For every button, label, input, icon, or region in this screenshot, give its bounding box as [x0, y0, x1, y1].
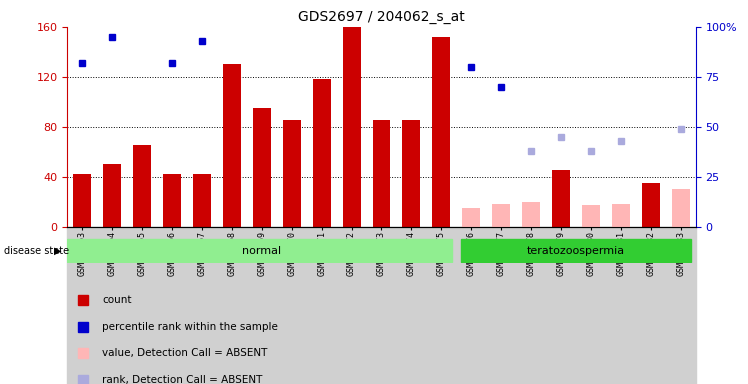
Bar	[133, 146, 151, 227]
Bar	[307, 227, 337, 384]
Bar	[636, 227, 666, 384]
Text: percentile rank within the sample: percentile rank within the sample	[102, 322, 278, 332]
Bar	[576, 227, 606, 384]
Bar	[396, 227, 426, 384]
Bar	[461, 239, 691, 262]
Bar	[103, 164, 121, 227]
Bar	[552, 170, 570, 227]
Bar	[486, 227, 516, 384]
Bar	[313, 79, 331, 227]
Bar	[666, 227, 696, 384]
Bar	[163, 174, 181, 227]
Bar	[253, 108, 271, 227]
Text: disease state: disease state	[4, 246, 69, 256]
Bar	[432, 37, 450, 227]
Bar	[402, 121, 420, 227]
Bar	[67, 239, 452, 262]
Bar	[247, 227, 277, 384]
Bar	[127, 227, 157, 384]
Bar	[97, 227, 127, 384]
Bar	[373, 121, 390, 227]
Bar	[606, 227, 636, 384]
Bar	[516, 227, 546, 384]
Bar	[672, 189, 690, 227]
Bar	[157, 227, 187, 384]
Bar	[67, 227, 97, 384]
Bar	[462, 208, 480, 227]
Bar	[73, 174, 91, 227]
Bar	[426, 227, 456, 384]
Text: normal: normal	[242, 245, 281, 256]
Text: value, Detection Call = ABSENT: value, Detection Call = ABSENT	[102, 348, 267, 358]
Bar	[546, 227, 576, 384]
Bar	[582, 205, 600, 227]
Bar	[367, 227, 396, 384]
Bar	[223, 64, 241, 227]
Bar	[277, 227, 307, 384]
Bar	[187, 227, 217, 384]
Bar	[283, 121, 301, 227]
Bar	[612, 204, 630, 227]
Text: count: count	[102, 295, 132, 306]
Bar	[672, 199, 690, 227]
Title: GDS2697 / 204062_s_at: GDS2697 / 204062_s_at	[298, 10, 465, 25]
Bar	[522, 202, 540, 227]
Bar	[217, 227, 247, 384]
Bar	[343, 27, 361, 227]
Text: teratozoospermia: teratozoospermia	[527, 245, 625, 256]
Bar	[193, 174, 211, 227]
Bar	[456, 227, 486, 384]
Bar	[492, 204, 510, 227]
Bar	[337, 227, 367, 384]
Text: rank, Detection Call = ABSENT: rank, Detection Call = ABSENT	[102, 375, 263, 384]
Bar	[642, 183, 660, 227]
Text: ▶: ▶	[54, 246, 61, 256]
